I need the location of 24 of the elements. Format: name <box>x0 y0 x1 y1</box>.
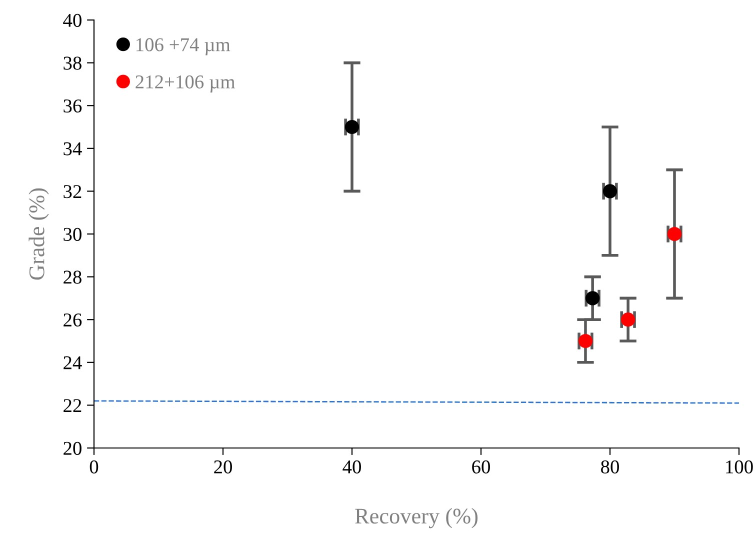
x-tick-label: 20 <box>214 460 232 474</box>
y-tick-label: 36 <box>64 99 82 113</box>
y-tick-label: 24 <box>64 356 82 370</box>
x-tick-label: 40 <box>342 460 361 474</box>
legend-label: 212+106 µm <box>136 75 236 92</box>
legend-label: 106 +74 µm <box>136 38 230 56</box>
y-tick-label: 40 <box>63 14 82 27</box>
y-tick-label: 22 <box>64 399 82 412</box>
y-tick-label: 30 <box>64 228 82 241</box>
point <box>602 184 618 198</box>
x-tick-label: 80 <box>601 460 619 474</box>
y-tick-label: 32 <box>64 185 82 198</box>
x-tick-label: 100 <box>726 460 753 474</box>
x-tick-label: 0 <box>90 460 98 474</box>
y-tick-label: 26 <box>64 313 82 327</box>
x-axis-title: Recovery (%) <box>355 508 478 528</box>
x-tick-label: 60 <box>472 460 490 474</box>
point <box>586 291 600 306</box>
y-tick-label: 34 <box>64 142 82 156</box>
y-tick-label: 20 <box>64 442 82 455</box>
y-axis-title: Grade (%) <box>28 188 49 280</box>
point <box>621 312 636 327</box>
y-tick-label: 38 <box>64 56 82 70</box>
y-tick-label: 28 <box>64 270 82 284</box>
